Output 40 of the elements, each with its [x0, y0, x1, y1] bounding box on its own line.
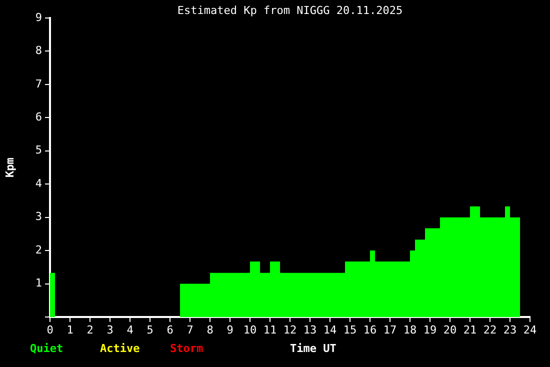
x-tick-label: 5 — [146, 323, 154, 336]
y-tick-label: 5 — [35, 144, 42, 157]
x-tick-label: 21 — [463, 323, 477, 336]
x-tick-label: 3 — [106, 323, 114, 336]
y-tick-label: 7 — [35, 77, 42, 90]
text: Active — [100, 342, 140, 355]
y-tick-label: 9 — [35, 10, 42, 24]
x-tick-label: 19 — [423, 323, 437, 336]
chart-title: Estimated Kp from NIGGG 20.11.2025 — [177, 4, 403, 17]
x-tick-label: 22 — [483, 323, 497, 336]
y-tick-label: 3 — [35, 210, 42, 224]
x-tick-label: 10 — [243, 323, 257, 336]
x-tick-label: 0 — [46, 323, 54, 336]
x-tick-label: 12 — [283, 323, 297, 336]
x-tick-label: 23 — [503, 323, 517, 336]
y-tick-label: 1 — [35, 276, 42, 290]
text: Storm — [170, 342, 204, 355]
x-tick-label: 24 — [523, 323, 537, 336]
x-tick-label: 11 — [263, 323, 277, 336]
x-tick-label: 16 — [363, 323, 377, 336]
y-tick-label: 4 — [35, 176, 42, 190]
y-axis-title: Kpm — [3, 157, 16, 178]
x-tick-label: 17 — [383, 323, 397, 336]
x-tick-label: 8 — [206, 323, 214, 336]
x-tick-label: 6 — [166, 323, 174, 336]
x-tick-label: 4 — [126, 323, 134, 336]
x-tick-label: 14 — [323, 323, 337, 336]
x-tick-label: 18 — [403, 323, 417, 336]
x-tick-label: 13 — [303, 323, 317, 336]
y-tick-label: 6 — [35, 110, 42, 124]
x-tick-label: 1 — [66, 323, 74, 336]
x-axis-title: Time UT — [290, 342, 336, 355]
x-tick-label: 9 — [226, 323, 234, 336]
y-tick-label: 8 — [35, 44, 42, 58]
text: Quiet — [30, 342, 64, 355]
x-tick-label: 15 — [343, 323, 357, 336]
x-tick-label: 7 — [186, 323, 194, 336]
x-tick-label: 20 — [443, 323, 457, 336]
x-tick-label: 2 — [86, 323, 94, 336]
y-tick-label: 2 — [35, 243, 42, 256]
